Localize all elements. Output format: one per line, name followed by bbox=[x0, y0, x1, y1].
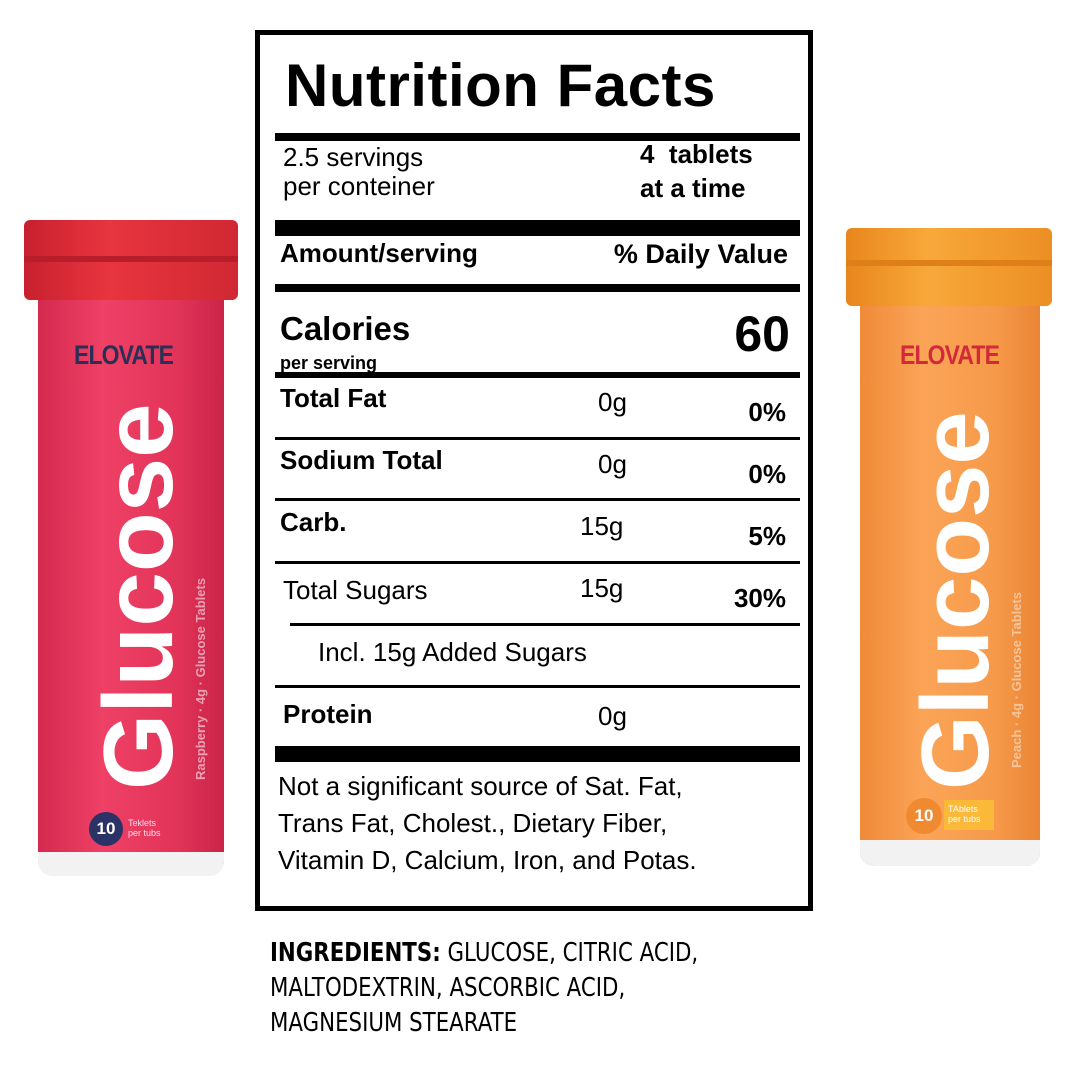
nutrient-name: Total Sugars bbox=[283, 575, 428, 605]
count-label-line: TAblets bbox=[948, 804, 978, 814]
servings-line: per conteiner bbox=[283, 171, 435, 201]
daily-value-header: % Daily Value bbox=[613, 239, 788, 269]
count-label-line: per tubs bbox=[948, 814, 981, 824]
serving-size: 4 tablets at a time bbox=[640, 137, 753, 205]
serving-size-line: 4 tablets bbox=[640, 139, 753, 169]
count-badge: 10 bbox=[906, 798, 942, 834]
divider-thick bbox=[275, 746, 800, 762]
divider-thin bbox=[275, 437, 800, 440]
count-label: Teklets per tubs bbox=[128, 818, 161, 838]
divider-thin bbox=[290, 623, 800, 626]
nutrient-amount: 15g bbox=[580, 511, 624, 541]
product-tube-peach: ELOVATE Glucose Peach · 4g · Glucose Tab… bbox=[846, 228, 1056, 868]
nutrient-amount: 0g bbox=[598, 701, 627, 731]
tube-cap-ridge bbox=[846, 260, 1052, 266]
nutrient-dv: 0% bbox=[748, 459, 786, 489]
ingredients-text: INGREDIENTS: GLUCOSE, CITRIC ACID, MALTO… bbox=[270, 936, 844, 1041]
brand-logo: ELOVATE bbox=[900, 340, 1000, 370]
tube-cap bbox=[846, 228, 1052, 306]
ingredients-line: GLUCOSE, CITRIC ACID, bbox=[440, 938, 699, 968]
brand-logo: ELOVATE bbox=[74, 340, 174, 370]
tube-body bbox=[860, 306, 1040, 866]
tube-bottom bbox=[38, 852, 224, 876]
ingredients-heading: INGREDIENTS: bbox=[270, 938, 441, 968]
count-label-line: per tubs bbox=[128, 828, 161, 838]
product-name: Glucose bbox=[83, 403, 193, 790]
count-label-line: Teklets bbox=[128, 818, 157, 828]
ingredients-line: MAGNESIUM STEARATE bbox=[270, 1008, 518, 1038]
tube-bottom bbox=[860, 840, 1040, 866]
label-title: Nutrition Facts bbox=[285, 52, 716, 119]
product-name: Glucose bbox=[902, 411, 1009, 790]
calories-sub: per serving bbox=[280, 353, 378, 373]
nutrient-amount: 0g bbox=[598, 387, 627, 417]
divider bbox=[275, 284, 800, 292]
footnote-line: Not a significant source of Sat. Fat, bbox=[278, 771, 683, 801]
nutrition-facts-label: Nutrition Facts 2.5 servings per conteine… bbox=[255, 30, 813, 911]
nutrient-name: Total Fat bbox=[280, 383, 387, 413]
calories-value: 60 bbox=[734, 306, 790, 362]
tube-cap-ridge bbox=[24, 256, 238, 262]
footnote-line: Vitamin D, Calcium, Iron, and Potas. bbox=[278, 845, 697, 875]
amount-header: Amount/serving bbox=[280, 238, 478, 268]
divider bbox=[275, 372, 800, 378]
divider-thin bbox=[275, 561, 800, 564]
nutrient-name: Sodium Total bbox=[280, 445, 443, 475]
product-subtitle: Peach · 4g · Glucose Tablets bbox=[1009, 591, 1024, 768]
nutrient-dv: 5% bbox=[748, 521, 786, 551]
nutrient-dv: 30% bbox=[733, 583, 786, 613]
count-label: TAblets per tubs bbox=[944, 800, 994, 830]
product-subtitle: Raspberry · 4g · Glucose Tablets bbox=[193, 577, 208, 780]
divider bbox=[275, 133, 800, 141]
footnote-line: Trans Fat, Cholest., Dietary Fiber, bbox=[278, 808, 668, 838]
servings-line: 2.5 servings bbox=[283, 142, 424, 172]
nutrient-amount: 15g bbox=[580, 573, 624, 603]
divider-thin bbox=[275, 498, 800, 501]
footnote: Not a significant source of Sat. Fat, Tr… bbox=[278, 768, 697, 879]
nutrient-name: Carb. bbox=[280, 507, 347, 537]
tube-body bbox=[38, 300, 224, 875]
product-tube-raspberry: ELOVATE Glucose Raspberry · 4g · Glucose… bbox=[24, 220, 240, 880]
calories-label: Calories bbox=[280, 310, 411, 347]
divider-thick bbox=[275, 220, 800, 236]
nutrient-dv: 0% bbox=[748, 397, 786, 427]
servings-per-container: 2.5 servings per conteiner bbox=[283, 143, 435, 201]
divider-thin bbox=[275, 685, 800, 688]
nutrient-name: Incl. 15g Added Sugars bbox=[318, 637, 587, 667]
nutrient-amount: 0g bbox=[598, 449, 627, 479]
ingredients-line: MALTODEXTRIN, ASCORBIC ACID, bbox=[270, 973, 626, 1003]
serving-size-line: at a time bbox=[640, 173, 746, 203]
nutrient-name: Protein bbox=[283, 699, 373, 729]
count-badge: 10 bbox=[89, 812, 123, 846]
